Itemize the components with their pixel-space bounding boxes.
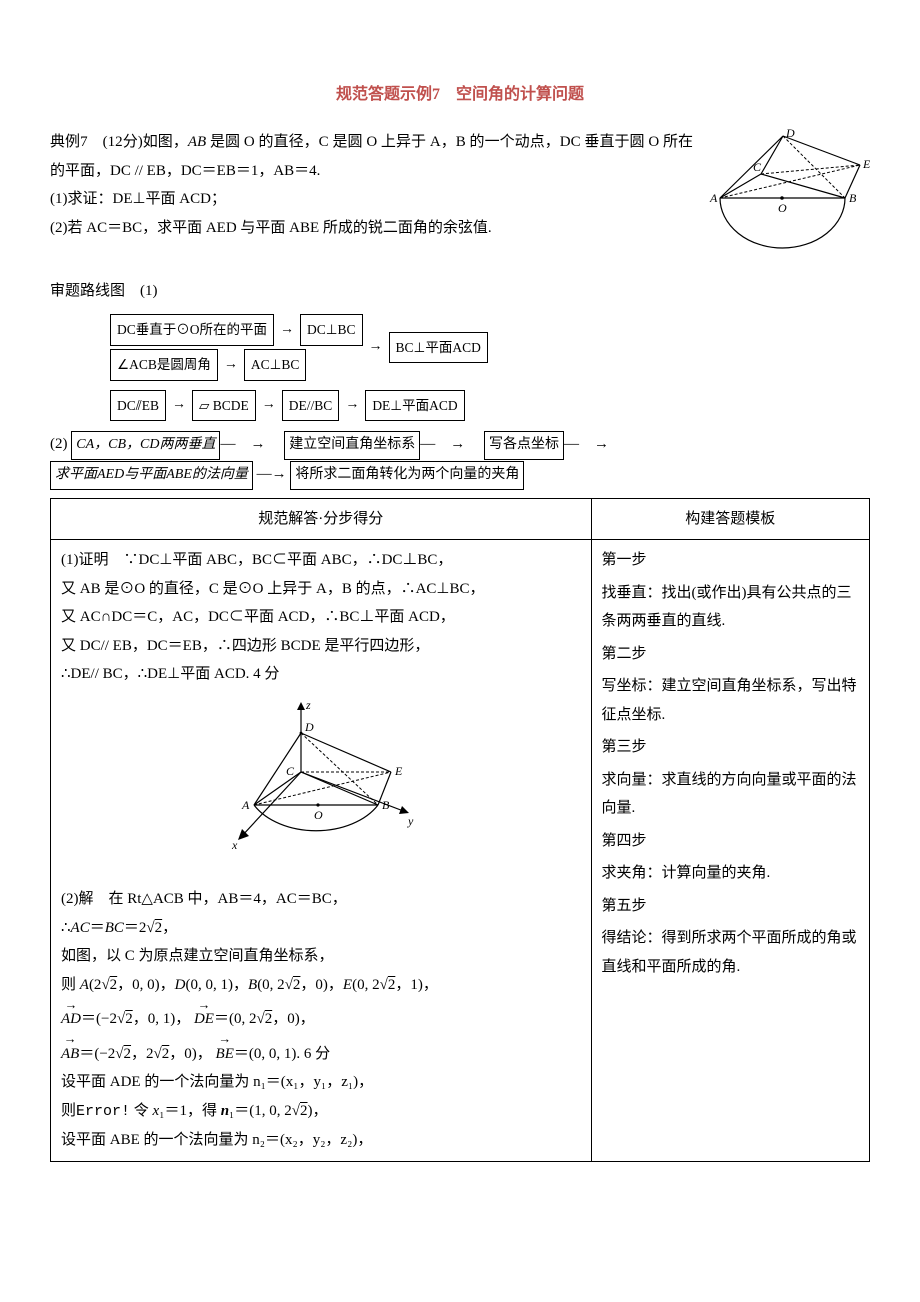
step-body: 写坐标：建立空间直角坐标系，写出特征点坐标. — [602, 672, 859, 729]
arrow-icon: → — [262, 392, 276, 419]
proof-line: 又 AC∩DC＝C，AC，DC⊂平面 ACD，∴BC⊥平面 ACD， — [61, 603, 581, 632]
figure-1: O A B C D E — [705, 128, 870, 269]
fig2-label-E: E — [394, 764, 403, 778]
step-title: 第二步 — [602, 640, 859, 669]
proof-line: (1)证明 ∵DC⊥平面 ABC，BC⊂平面 ABC，∴DC⊥BC， — [61, 546, 581, 575]
flow-box: DC垂直于⊙O所在的平面 — [110, 314, 274, 346]
proof-line: 如图，以 C 为原点建立空间直角坐标系， — [61, 942, 581, 971]
route2-pre: (2) — [50, 436, 68, 452]
proof-line: 设平面 ABE 的一个法向量为 n₂＝(x₂，y₂，z₂)， — [61, 1126, 581, 1155]
arrow-icon: → — [369, 334, 383, 361]
fig2-label-z: z — [305, 698, 311, 712]
step-title: 第五步 — [602, 892, 859, 921]
problem-lead: 典例7 (12分)如图， — [50, 134, 188, 150]
step-title: 第一步 — [602, 546, 859, 575]
table-cell-right: 第一步 找垂直：找出(或作出)具有公共点的三条两两垂直的直线. 第二步 写坐标：… — [591, 540, 869, 1162]
proof-line: (2)解 在 Rt△ACB 中，AB＝4，AC＝BC， — [61, 885, 581, 914]
fig1-label-O: O — [778, 201, 787, 215]
inline-box: 求平面AED与平面ABE的法向量 — [50, 461, 253, 490]
fig1-label-C: C — [753, 160, 762, 174]
step-body: 找垂直：找出(或作出)具有公共点的三条两两垂直的直线. — [602, 579, 859, 636]
flow-box: ∠ACB是圆周角 — [110, 349, 218, 381]
flow-box: DE//BC — [282, 390, 340, 422]
step-title: 第四步 — [602, 827, 859, 856]
flow-box: BC⊥平面ACD — [389, 332, 488, 364]
fig2-label-x: x — [231, 838, 238, 852]
proof-line: 则 A(2√2，0, 0)，D(0, 0, 1)，B(0, 2√2，0)，E(0… — [61, 971, 581, 1000]
route-label: 审题路线图 (1) — [50, 277, 870, 306]
proof-line: ∴AC＝BC＝2√2， — [61, 914, 581, 943]
fig2-label-y: y — [407, 814, 414, 828]
proof-line: 则Error! 令 x₁＝1，得 n₁＝(1, 0, 2√2)， — [61, 1097, 581, 1127]
flow-box: DC⊥BC — [300, 314, 363, 346]
step-body: 求夹角：计算向量的夹角. — [602, 859, 859, 888]
step-title: 第三步 — [602, 733, 859, 762]
inline-box: CA，CB，CD两两垂直 — [71, 431, 220, 460]
inline-box: 将所求二面角转化为两个向量的夹角 — [290, 461, 524, 490]
fig2-label-D: D — [304, 720, 314, 734]
inline-box: 建立空间直角坐标系 — [284, 431, 420, 460]
figure-2: z y x O A B C D — [61, 697, 581, 878]
flow-box: ▱ BCDE — [192, 390, 256, 422]
fig2-label-C: C — [286, 764, 295, 778]
inline-box: 写各点坐标 — [484, 431, 564, 460]
step-body: 得结论：得到所求两个平面所成的角或直线和平面所成的角. — [602, 924, 859, 981]
flow-box: AC⊥BC — [244, 349, 307, 381]
table-header-left: 规范解答·分步得分 — [51, 498, 592, 540]
table-cell-left: (1)证明 ∵DC⊥平面 ABC，BC⊂平面 ABC，∴DC⊥BC， 又 AB … — [51, 540, 592, 1162]
fig1-label-B: B — [849, 191, 857, 205]
flow-box: DC⫽EB — [110, 390, 166, 422]
arrow-icon: → — [224, 352, 238, 379]
proof-line: 设平面 ADE 的一个法向量为 n₁＝(x₁，y₁，z₁)， — [61, 1068, 581, 1097]
flow-diagram-1: DC垂直于⊙O所在的平面 → DC⊥BC ∠ACB是圆周角 → AC⊥BC → … — [110, 311, 870, 424]
step-body: 求向量：求直线的方向向量或平面的法向量. — [602, 766, 859, 823]
fig2-label-O: O — [314, 808, 323, 822]
route-2-line-2: 求平面AED与平面ABE的法向量 ―→ 将所求二面角转化为两个向量的夹角 — [50, 460, 870, 490]
proof-line: AD＝(−2√2，0, 1)， DE＝(0, 2√2，0)， — [61, 1005, 581, 1034]
proof-line: 又 AB 是⊙O 的直径，C 是⊙O 上异于 A，B 的点，∴AC⊥BC， — [61, 575, 581, 604]
arrow-icon: → — [172, 392, 186, 419]
fig2-label-A: A — [241, 798, 250, 812]
flow-box: DE⊥平面ACD — [365, 390, 464, 422]
arrow-icon: → — [345, 392, 359, 419]
arrow-icon: → — [280, 317, 294, 344]
answer-table: 规范解答·分步得分 构建答题模板 (1)证明 ∵DC⊥平面 ABC，BC⊂平面 … — [50, 498, 870, 1162]
table-header-right: 构建答题模板 — [591, 498, 869, 540]
proof-line: 又 DC// EB，DC＝EB，∴四边形 BCDE 是平行四边形， — [61, 632, 581, 661]
page-title: 规范答题示例7 空间角的计算问题 — [50, 80, 870, 110]
route-2-line-1: (2) CA，CB，CD两两垂直― → 建立空间直角坐标系― → 写各点坐标― … — [50, 430, 870, 460]
proof-line: ∴DE// BC，∴DE⊥平面 ACD. 4 分 — [61, 660, 581, 689]
fig2-label-B: B — [382, 798, 390, 812]
proof-line: AB＝(−2√2，2√2，0)， BE＝(0, 0, 1). 6 分 — [61, 1040, 581, 1069]
fig1-label-E: E — [862, 157, 870, 171]
fig1-label-A: A — [709, 191, 718, 205]
